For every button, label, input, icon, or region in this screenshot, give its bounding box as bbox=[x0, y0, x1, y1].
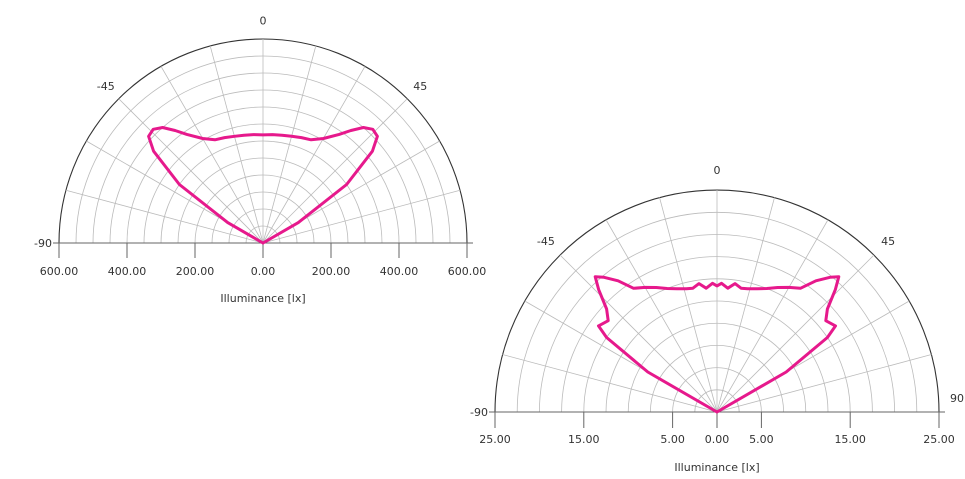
x-axis-title: Illuminance [lx] bbox=[674, 461, 759, 474]
grid-spoke bbox=[716, 219, 829, 413]
grid-spoke bbox=[262, 66, 366, 244]
polar-chart-left: 600.00 400.00 200.00 0.00 200.00 400.00 600.00… bbox=[34, 15, 486, 305]
angle-label: 45 bbox=[413, 80, 427, 93]
angle-label: -45 bbox=[537, 235, 555, 248]
angle-label: 45 bbox=[881, 235, 895, 248]
angle-label: -90 bbox=[34, 237, 52, 250]
grid-spoke bbox=[716, 197, 775, 413]
angle-label: 0 bbox=[260, 15, 267, 28]
x-axis-title: Illuminance [lx] bbox=[220, 292, 305, 305]
x-tick-label: 0.00 bbox=[251, 265, 276, 278]
grid-spoke bbox=[659, 197, 718, 413]
x-tick-label: 25.00 bbox=[479, 433, 511, 446]
x-tick-label: 200.00 bbox=[176, 265, 215, 278]
angle-label: 0 bbox=[714, 164, 721, 177]
x-tick-label: 5.00 bbox=[660, 433, 685, 446]
grid-spoke bbox=[559, 254, 718, 413]
grid-spoke bbox=[605, 219, 718, 413]
angle-label: -45 bbox=[97, 80, 115, 93]
x-tick-label: 25.00 bbox=[923, 433, 955, 446]
grid-spoke bbox=[262, 45, 317, 244]
grid-spoke bbox=[262, 98, 408, 244]
x-tick-label: 0.00 bbox=[705, 433, 730, 446]
x-tick-label: 200.00 bbox=[312, 265, 351, 278]
x-tick-label: 5.00 bbox=[749, 433, 774, 446]
intensity-curve bbox=[147, 126, 379, 245]
grid-spoke bbox=[716, 254, 875, 413]
angle-label: -90 bbox=[470, 406, 488, 419]
polar-chart-right: 25.00 15.00 5.00 0.00 5.00 15.00 25.00 Illumina… bbox=[470, 164, 964, 474]
grid-spoke bbox=[209, 45, 264, 244]
x-tick-label: 600.00 bbox=[448, 265, 487, 278]
grid-spoke bbox=[502, 354, 718, 413]
intensity-curve bbox=[593, 275, 841, 414]
angle-label: 90 bbox=[950, 392, 964, 405]
grid-spoke bbox=[65, 189, 264, 244]
grid-spoke bbox=[160, 66, 264, 244]
x-tick-label: 400.00 bbox=[380, 265, 419, 278]
x-tick-label: 400.00 bbox=[108, 265, 147, 278]
grid-spoke bbox=[716, 354, 932, 413]
grid-spoke bbox=[262, 189, 461, 244]
x-tick-label: 15.00 bbox=[568, 433, 600, 446]
grid-spoke bbox=[118, 98, 264, 244]
x-tick-label: 15.00 bbox=[834, 433, 866, 446]
x-tick-label: 600.00 bbox=[40, 265, 79, 278]
